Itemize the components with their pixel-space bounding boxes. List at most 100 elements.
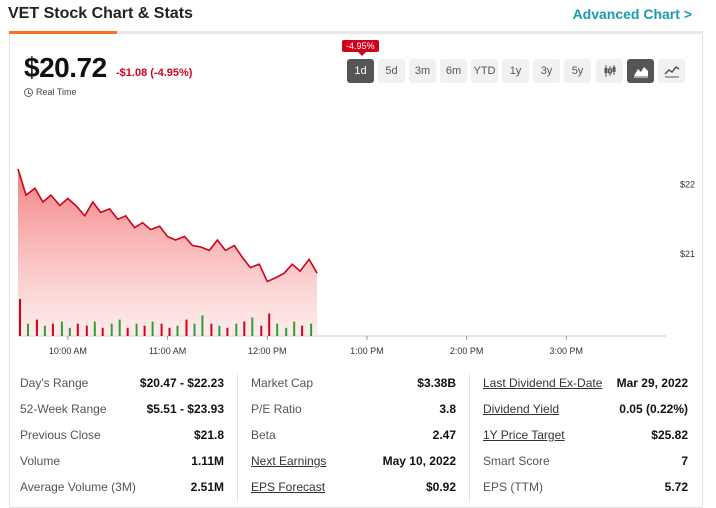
volume-bar (310, 323, 313, 336)
x-tick-label: 12:00 PM (248, 346, 287, 356)
y-tick-label: $21 (680, 249, 695, 259)
stock-chart-card: $20.72 -$1.08 (-4.95%) Real Time -4.95% … (9, 31, 703, 508)
stat-value: 2.47 (432, 428, 456, 442)
stat-row: EPS Forecast $0.92 (251, 474, 456, 500)
volume-bar (93, 321, 96, 336)
realtime-indicator: Real Time (24, 87, 77, 97)
section-header: VET Stock Chart & Stats Advanced Chart > (0, 0, 716, 30)
stat-label: Market Cap (251, 376, 314, 390)
stat-label: Smart Score (483, 454, 550, 468)
volume-bar (301, 325, 304, 336)
stat-value: 0.05 (0.22%) (619, 402, 688, 416)
candlestick-chart-icon (604, 65, 615, 77)
stat-label[interactable]: Next Earnings (251, 454, 327, 468)
range-ytd-button[interactable]: YTD (471, 59, 498, 83)
section-title: VET Stock Chart & Stats (8, 5, 193, 22)
stat-value: $3.38B (417, 376, 456, 390)
stat-row: Smart Score 7 (483, 448, 688, 474)
current-price: $20.72 (24, 52, 107, 83)
stat-label: Average Volume (3M) (20, 480, 136, 494)
volume-bar (43, 325, 46, 336)
x-tick-label: 2:00 PM (450, 346, 484, 356)
stat-value: 3.8 (439, 402, 456, 416)
advanced-chart-link[interactable]: Advanced Chart > (572, 6, 692, 22)
volume-bar (176, 325, 179, 336)
stat-label[interactable]: 1Y Price Target (483, 428, 565, 442)
range-5d-button[interactable]: 5d (378, 59, 405, 83)
x-tick-label: 11:00 AM (149, 346, 186, 356)
stat-row: Average Volume (3M) 2.51M (20, 474, 224, 500)
volume-bar (268, 313, 271, 336)
range-3m-button[interactable]: 3m (409, 59, 436, 83)
volume-bar (226, 327, 229, 336)
change-badge: -4.95% (342, 40, 379, 56)
stat-row: Market Cap $3.38B (251, 370, 456, 396)
range-6m-button[interactable]: 6m (440, 59, 467, 83)
stat-row: Previous Close $21.8 (20, 422, 224, 448)
range-selector: 1d 5d 3m 6m YTD 1y 3y 5y (347, 59, 591, 83)
stat-label[interactable]: Last Dividend Ex-Date (483, 376, 603, 390)
range-3y-button[interactable]: 3y (533, 59, 560, 83)
volume-bar (160, 323, 163, 336)
stats-table: Day's Range $20.47 - $22.23 52-Week Range $… (10, 364, 704, 508)
stat-value: 2.51M (190, 480, 224, 494)
line-chart-icon (663, 65, 679, 78)
stat-label: 52-Week Range (20, 402, 107, 416)
stat-label: Beta (251, 428, 276, 442)
stat-row: Beta 2.47 (251, 422, 456, 448)
stat-value: $5.51 - $23.93 (146, 402, 224, 416)
volume-bar (168, 327, 171, 336)
stat-value: $0.92 (425, 480, 456, 494)
stat-label: Volume (20, 454, 61, 468)
x-tick-label: 3:00 PM (550, 346, 584, 356)
volume-bar (285, 327, 288, 336)
x-tick-label: 1:00 PM (350, 346, 384, 356)
volume-bar (51, 323, 54, 336)
volume-bar (218, 325, 221, 336)
stats-column-1: Day's Range $20.47 - $22.23 52-Week Range $… (20, 370, 224, 500)
stat-label[interactable]: EPS Forecast (251, 480, 326, 494)
stat-row: EPS (TTM) 5.72 (483, 474, 688, 500)
volume-bar (201, 315, 204, 336)
range-5y-button[interactable]: 5y (564, 59, 591, 83)
volume-bar (293, 321, 296, 336)
stat-value: 7 (681, 454, 688, 468)
mountain-chart-button[interactable] (627, 59, 654, 83)
stat-row: P/E Ratio 3.8 (251, 396, 456, 422)
realtime-label: Real Time (36, 87, 77, 97)
stat-value: $20.47 - $22.23 (139, 376, 224, 390)
range-1y-button[interactable]: 1y (502, 59, 529, 83)
price-change: -$1.08 (-4.95%) (116, 67, 193, 79)
volume-bar (135, 323, 138, 336)
mountain-chart-icon (633, 67, 648, 78)
stat-label: Previous Close (20, 428, 101, 442)
intraday-price-chart[interactable]: 10:00 AM 11:00 AM 12:00 PM 1:00 PM 2:00 PM 3:… (10, 154, 704, 364)
volume-bar (118, 319, 121, 336)
price-area-fill (18, 168, 318, 336)
stat-row: Volume 1.11M (20, 448, 224, 474)
price-line (17, 168, 318, 283)
volume-bar (251, 317, 254, 336)
range-1d-button[interactable]: 1d (347, 59, 374, 83)
stat-row: Day's Range $20.47 - $22.23 (20, 370, 224, 396)
stat-label[interactable]: Dividend Yield (483, 402, 560, 416)
stat-label: P/E Ratio (251, 402, 302, 416)
stat-row: 1Y Price Target $25.82 (483, 422, 688, 448)
clock-icon (24, 87, 33, 97)
line-chart-button[interactable] (658, 59, 685, 83)
volume-bar (260, 325, 263, 336)
volume-bar (126, 327, 129, 336)
stat-value: $21.8 (193, 428, 224, 442)
volume-bar (185, 319, 188, 336)
candlestick-chart-button[interactable] (596, 59, 623, 83)
volume-bar (85, 325, 88, 336)
volume-bar (110, 323, 113, 336)
volume-bar (19, 299, 21, 336)
stat-row: Dividend Yield 0.05 (0.22%) (483, 396, 688, 422)
stats-column-2: Market Cap $3.38B P/E Ratio 3.8 Beta 2.47 Next… (251, 370, 456, 500)
stat-row: Last Dividend Ex-Date Mar 29, 2022 (483, 370, 688, 396)
stat-value: May 10, 2022 (382, 454, 456, 468)
volume-bar (68, 327, 71, 336)
y-tick-label: $22 (680, 180, 695, 190)
volume-bar (193, 323, 196, 336)
